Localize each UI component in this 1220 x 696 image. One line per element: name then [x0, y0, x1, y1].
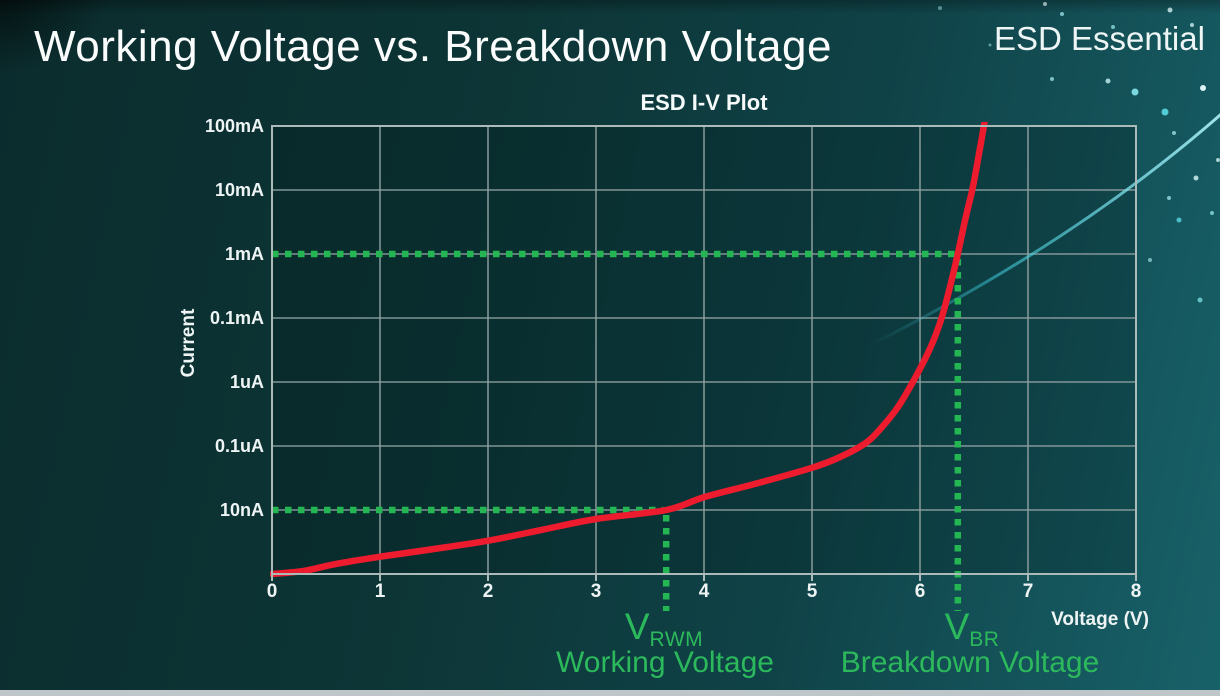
vbr-symbol-subscript: BR [969, 628, 1000, 651]
vbr-annotation-symbol: VBR [862, 606, 1082, 652]
y-tick-label-100mA: 100mA [204, 116, 264, 136]
sparkle-dot [1193, 175, 1199, 181]
sparkle-dot [1197, 297, 1203, 303]
sparkle-dot [1172, 131, 1176, 135]
x-axis-title: Voltage (V) [1051, 609, 1149, 630]
y-tick-label-10nA: 10nA [219, 500, 264, 520]
brand-text: ESD Essential [994, 20, 1205, 57]
page-title: Working Voltage vs. Breakdown Voltage [34, 22, 832, 71]
sparkle-dot [1060, 12, 1064, 16]
x-tick-label-8: 8 [1130, 581, 1142, 602]
breakdown-voltage-label: Breakdown Voltage [840, 646, 1100, 679]
x-tick-label-5: 5 [806, 581, 818, 602]
x-tick-label-3: 3 [590, 581, 602, 602]
y-tick-label-0.1uA: 0.1uA [214, 436, 264, 456]
sparkle-dot [1200, 85, 1206, 91]
x-tick-label-7: 7 [1022, 581, 1034, 602]
y-tick-label-0.1mA: 0.1mA [209, 308, 264, 328]
working-voltage-label: Working Voltage [556, 646, 774, 679]
sparkle-dot [1167, 7, 1173, 13]
y-tick-label-1mA: 1mA [224, 244, 264, 264]
vrwm-annotation-symbol: VRWM [554, 606, 774, 652]
sparkle-dot [1167, 196, 1171, 200]
sparkle-dot [1210, 211, 1214, 215]
sparkle-dot [1043, 2, 1047, 6]
sparkle-dot [1105, 78, 1111, 84]
vrwm-symbol-v: V [624, 606, 650, 647]
x-tick-label-0: 0 [266, 581, 278, 602]
y-tick-label-1uA: 1uA [229, 372, 264, 392]
y-tick-label-10mA: 10mA [214, 180, 264, 200]
sparkle-dot [1216, 158, 1220, 162]
x-tick-label-4: 4 [698, 581, 710, 602]
chart-title: ESD I-V Plot [640, 90, 768, 115]
x-tick-label-6: 6 [914, 581, 926, 602]
sparkle-dot [988, 43, 992, 47]
sparkle-dot [1148, 258, 1152, 262]
vbr-symbol-v: V [944, 606, 970, 647]
bottom-strip [0, 690, 1220, 696]
sparkle-dot [1050, 77, 1054, 81]
vrwm-symbol-subscript: RWM [649, 628, 704, 651]
plot-grid [272, 126, 1136, 574]
sparkle-dot [1131, 88, 1139, 96]
sparkle-dot [1176, 217, 1182, 223]
sparkle-dot [1161, 108, 1169, 116]
x-tick-label-2: 2 [482, 581, 494, 602]
sparkle-dot [938, 6, 942, 10]
x-tick-label-1: 1 [374, 581, 386, 602]
